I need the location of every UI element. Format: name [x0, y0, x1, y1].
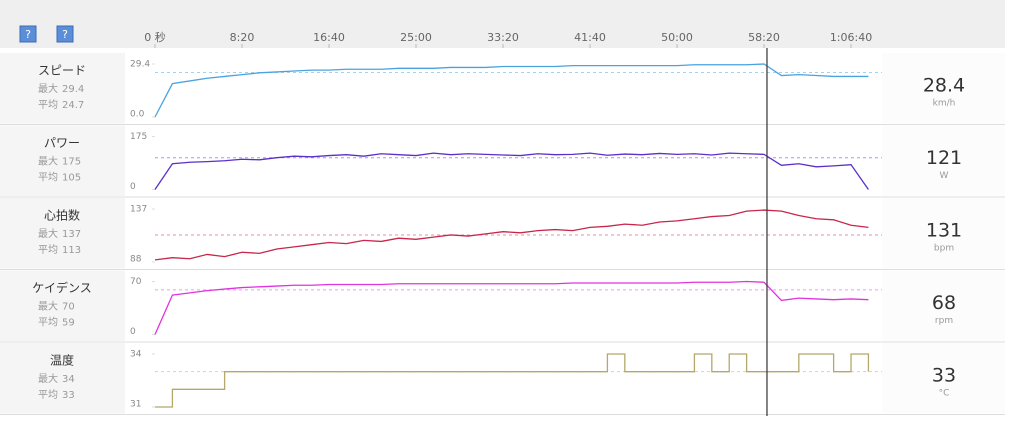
stat-value: 137: [62, 229, 81, 240]
current-unit: rpm: [935, 316, 953, 326]
label-cell: [0, 125, 125, 196]
metric-name: 心拍数: [44, 208, 80, 223]
metric-name: 温度: [50, 353, 74, 368]
metric-name: ケイデンス: [32, 280, 92, 295]
stat-value: 59: [62, 318, 75, 329]
stat-value: 70: [62, 302, 75, 313]
label-cell: [0, 343, 125, 414]
stat-value: 34: [62, 374, 75, 385]
value-cell: [882, 125, 1005, 196]
current-unit: bpm: [934, 244, 954, 254]
series-line: [155, 353, 870, 408]
stat-label: 最大: [38, 227, 58, 240]
y-tick-label: 31: [130, 400, 141, 410]
x-tick-label: 16:40: [313, 31, 345, 44]
y-tick-label: 88: [130, 255, 142, 265]
value-cell: [882, 53, 1005, 124]
current-unit: W: [940, 171, 949, 181]
y-tick-label: 70: [130, 277, 142, 287]
y-tick-label: 0: [130, 182, 136, 192]
value-cell: [882, 270, 1005, 341]
series-line: [154, 280, 869, 335]
current-value: 33: [932, 365, 956, 387]
y-tick-label: 29.4: [130, 60, 150, 70]
current-value: 28.4: [923, 75, 965, 97]
help-icon[interactable]: ?: [25, 28, 31, 41]
stat-label: 平均: [38, 317, 58, 329]
value-cell: [882, 198, 1005, 269]
stat-label: 最大: [38, 155, 58, 168]
x-tick-label: 1:06:40: [830, 31, 872, 44]
x-tick-label: 25:00: [400, 31, 432, 44]
stat-label: 平均: [38, 172, 58, 184]
stat-label: 最大: [38, 300, 58, 313]
stat-value: 105: [62, 173, 81, 184]
x-tick-label: 0 秒: [144, 30, 166, 44]
y-tick-label: 0.0: [130, 110, 145, 120]
label-cell: [0, 198, 125, 269]
stat-label: 最大: [38, 82, 58, 95]
x-tick-label: 41:40: [574, 31, 606, 44]
y-tick-label: 34: [130, 350, 142, 360]
x-tick-label: 8:20: [230, 31, 255, 44]
help-button[interactable]: [56, 25, 74, 43]
stat-label: 平均: [38, 244, 58, 256]
stat-label: 平均: [38, 389, 58, 401]
value-cell: [882, 343, 1005, 414]
stat-value: 24.7: [62, 100, 84, 111]
current-unit: km/h: [933, 99, 956, 109]
label-cell: [0, 270, 125, 341]
label-cell: [0, 53, 125, 124]
current-value: 131: [926, 220, 962, 242]
stat-value: 175: [62, 157, 81, 168]
x-tick-label: 58:20: [748, 31, 780, 44]
series-line: [154, 63, 869, 118]
stat-value: 33: [62, 390, 75, 401]
stat-label: 平均: [38, 99, 58, 111]
stat-label: 最大: [38, 372, 58, 385]
metric-name: スピード: [38, 64, 86, 78]
y-tick-label: 137: [130, 205, 147, 215]
current-value: 68: [932, 292, 956, 314]
stat-value: 113: [62, 245, 81, 256]
help-icon[interactable]: ?: [62, 28, 68, 41]
series-line: [154, 209, 869, 261]
y-tick-label: 175: [130, 132, 147, 142]
stat-value: 29.4: [62, 84, 84, 95]
y-tick-label: 0: [130, 327, 136, 337]
metric-name: パワー: [44, 136, 80, 150]
current-value: 121: [926, 147, 962, 169]
header-bar: [0, 0, 1005, 48]
x-tick-label: 50:00: [661, 31, 693, 44]
series-line: [154, 152, 869, 190]
current-unit: °C: [939, 389, 950, 399]
x-tick-label: 33:20: [487, 31, 519, 44]
help-button[interactable]: [19, 25, 37, 43]
